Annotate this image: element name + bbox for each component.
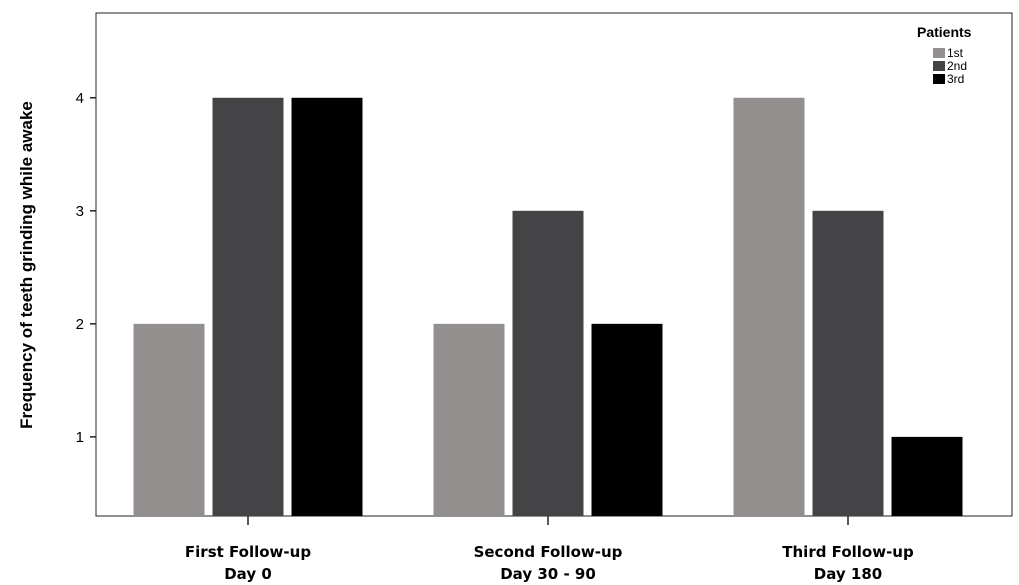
y-tick-label: 3 <box>76 203 84 220</box>
x-category-label: Day 180 <box>814 565 882 583</box>
y-tick-label: 2 <box>76 316 84 333</box>
legend-swatch-1st <box>933 48 945 58</box>
bar-1st-1 <box>133 323 205 516</box>
x-category-label: First Follow-up <box>185 543 311 561</box>
x-category-label: Second Follow-up <box>474 543 623 561</box>
bar-1st-3 <box>733 97 805 517</box>
bar-1st-2 <box>433 323 505 516</box>
legend-label-1st: 1st <box>947 46 964 60</box>
x-category-label: Day 30 - 90 <box>500 565 596 583</box>
bar-2nd-1 <box>212 97 284 517</box>
legend-title: Patients <box>917 24 972 40</box>
legend-swatch-2nd <box>933 61 945 71</box>
y-axis: 1 2 3 4 <box>76 90 96 446</box>
y-tick-label: 4 <box>76 90 84 107</box>
x-category-label: Day 0 <box>224 565 272 583</box>
x-category-label: Third Follow-up <box>782 543 914 561</box>
legend-label-2nd: 2nd <box>947 59 967 73</box>
bars-group <box>133 97 963 517</box>
y-tick-label: 1 <box>76 429 84 446</box>
bar-2nd-2 <box>512 210 584 516</box>
x-axis: First Follow-up Day 0 Second Follow-up Day … <box>185 516 914 583</box>
bar-2nd-3 <box>812 210 884 516</box>
legend-swatch-3rd <box>933 74 945 84</box>
y-axis-label: Frequency of teeth grinding while awake <box>17 101 36 429</box>
bar-3rd-3 <box>891 436 963 516</box>
legend-label-3rd: 3rd <box>947 72 964 86</box>
bar-3rd-2 <box>591 323 663 516</box>
bar-3rd-1 <box>291 97 363 517</box>
